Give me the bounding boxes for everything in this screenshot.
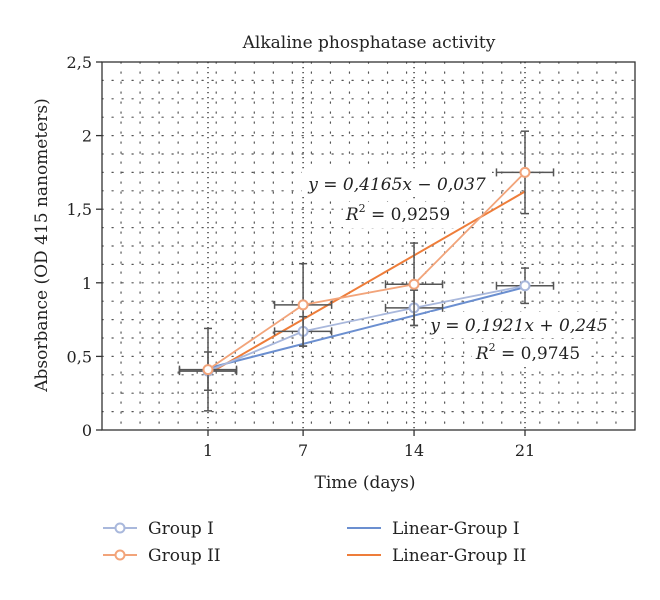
data-point-group-i <box>519 280 531 292</box>
x-tick-label: 1 <box>203 441 213 460</box>
r2-label-group-ii: R <box>345 205 359 225</box>
x-axis-label: Time (days) <box>315 473 416 493</box>
series <box>178 130 555 412</box>
y-tick-label: 0,5 <box>67 347 92 366</box>
legend-label-group-ii: Group II <box>148 546 221 566</box>
legend-label-linear-group-i: Linear-Group I <box>392 519 520 539</box>
x-tick-label: 7 <box>298 441 308 460</box>
series-line-group-ii <box>207 171 526 371</box>
legend-marker-group-i <box>114 522 126 534</box>
legend-item-group-i: Group I <box>103 519 214 539</box>
legend-item-group-ii: Group II <box>103 546 221 566</box>
r2-value-group-ii: = 0,9259 <box>366 205 451 225</box>
equation-text-group-ii: y = 0,4165x − 0,037 <box>307 175 486 195</box>
y-tick-labels: 0 0,5 1 1,5 2 2,5 <box>67 53 92 440</box>
y-tick-label: 2,5 <box>67 53 92 72</box>
x-tick-labels: 1 7 14 21 <box>203 441 535 460</box>
trendline-group-i <box>207 286 526 370</box>
plot-frame <box>101 61 636 431</box>
y-axis-label: Absorbance (OD 415 nanometers) <box>32 98 52 392</box>
x-tick-label: 21 <box>515 441 535 460</box>
r2-label-group-i: R <box>475 344 489 364</box>
equation-text-group-i: y = 0,1921x + 0,245 <box>429 316 607 336</box>
legend-item-linear-group-ii: Linear-Group II <box>347 546 526 566</box>
legend-label-linear-group-ii: Linear-Group II <box>392 546 526 566</box>
equation-group-ii: y = 0,4165x − 0,037 R2 = 0,9259 <box>302 170 492 228</box>
data-point-group-ii <box>519 166 531 178</box>
series-group-ii <box>178 130 555 412</box>
series-line-group-i <box>207 284 526 372</box>
trendlines <box>207 190 526 375</box>
r2-text-group-ii: R2 = 0,9259 <box>345 202 450 225</box>
legend: Group I Group II Linear-Group I Linear-G… <box>103 519 526 566</box>
r2-text-group-i: R2 = 0,9745 <box>475 341 580 364</box>
y-tick-label: 2 <box>82 127 92 146</box>
grid <box>101 61 636 431</box>
r2-sup-group-ii: 2 <box>359 202 366 215</box>
legend-marker-group-ii <box>114 549 126 561</box>
axes <box>96 61 636 436</box>
data-point-group-ii <box>408 278 420 290</box>
data-point-group-ii <box>202 364 214 376</box>
y-tick-label: 1 <box>82 274 92 293</box>
y-tick-label: 1,5 <box>67 200 92 219</box>
chart-title: Alkaline phosphatase activity <box>242 33 496 53</box>
r2-sup-group-i: 2 <box>489 341 496 354</box>
y-tick-label: 0 <box>82 421 92 440</box>
r2-value-group-i: = 0,9745 <box>496 344 581 364</box>
legend-item-linear-group-i: Linear-Group I <box>347 519 520 539</box>
equation-group-i: y = 0,1921x + 0,245 R2 = 0,9745 <box>429 312 608 367</box>
legend-label-group-i: Group I <box>148 519 214 539</box>
data-point-group-ii <box>297 299 309 311</box>
trendline-group-ii <box>207 190 526 375</box>
x-tick-label: 14 <box>404 441 424 460</box>
